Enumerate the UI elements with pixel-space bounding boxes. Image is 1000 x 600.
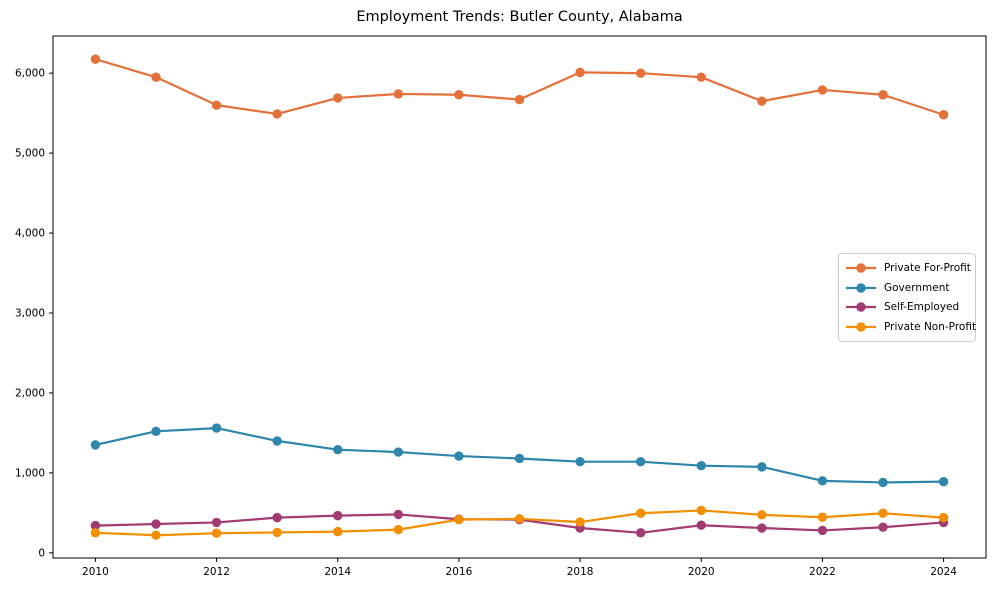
y-tick-label: 2,000: [15, 387, 45, 399]
y-tick-label: 5,000: [15, 148, 45, 160]
x-tick-label: 2010: [82, 566, 109, 578]
series-line-private-for-profit: [94, 58, 945, 116]
legend-item-government: Government: [845, 278, 969, 298]
legend-label: Self-Employed: [884, 301, 960, 314]
data-point-private-for-profit-2011: [151, 72, 161, 82]
data-point-private-non-profit-2015: [393, 524, 404, 535]
data-point-private-for-profit-2020: [696, 72, 706, 82]
data-point-private-non-profit-2023: [878, 508, 888, 518]
data-point-government-2024: [938, 476, 949, 487]
x-tick-label: 2014: [324, 566, 351, 578]
data-point-private-non-profit-2022: [817, 512, 828, 522]
data-point-government-2021: [757, 462, 767, 472]
data-point-self-employed-2011: [151, 519, 161, 529]
data-point-government-2018: [575, 456, 585, 467]
data-point-private-for-profit-2016: [454, 90, 464, 100]
data-point-self-employed-2015: [393, 509, 404, 520]
data-point-self-employed-2020: [696, 520, 706, 530]
data-point-government-2019: [635, 456, 646, 467]
data-point-government-2010: [90, 440, 101, 450]
data-point-private-for-profit-2019: [635, 68, 646, 78]
data-point-private-non-profit-2020: [696, 505, 706, 516]
legend-item-private-non-profit: Private Non-Profit: [845, 317, 976, 337]
x-tick-label: 2020: [688, 566, 715, 578]
data-point-government-2016: [454, 451, 464, 461]
data-point-private-non-profit-2010: [90, 528, 101, 538]
data-point-private-non-profit-2011: [151, 530, 161, 540]
data-point-private-non-profit-2017: [514, 514, 525, 524]
data-point-government-2015: [393, 447, 404, 457]
data-point-government-2013: [272, 436, 282, 446]
legend-marker-icon: [846, 302, 876, 313]
legend-item-self-employed: Self-Employed: [845, 298, 969, 318]
legend-marker-icon: [846, 322, 876, 332]
data-point-self-employed-2010: [90, 520, 101, 531]
data-point-private-non-profit-2021: [757, 510, 767, 520]
legend-label: Private For-Profit: [884, 261, 971, 274]
data-point-private-non-profit-2012: [211, 528, 222, 538]
data-point-private-for-profit-2017: [514, 94, 525, 105]
data-point-self-employed-2023: [878, 522, 888, 532]
data-point-private-for-profit-2015: [393, 89, 404, 99]
data-point-private-for-profit-2012: [211, 100, 222, 110]
data-point-private-for-profit-2010: [90, 54, 101, 64]
data-point-self-employed-2013: [272, 512, 282, 523]
data-point-self-employed-2019: [635, 528, 646, 538]
data-point-private-for-profit-2014: [333, 93, 343, 103]
data-point-private-non-profit-2013: [272, 527, 282, 538]
y-tick-label: 4,000: [15, 228, 45, 240]
y-tick-label: 1,000: [15, 467, 45, 479]
data-point-private-for-profit-2024: [938, 110, 949, 120]
data-point-government-2014: [333, 444, 343, 455]
data-point-government-2022: [817, 476, 828, 486]
x-tick-label: 2022: [809, 566, 836, 578]
data-point-private-non-profit-2018: [575, 517, 585, 527]
data-point-private-for-profit-2023: [878, 90, 888, 100]
data-point-private-non-profit-2019: [635, 508, 646, 518]
data-point-private-non-profit-2016: [454, 514, 464, 525]
x-tick-label: 2024: [930, 566, 957, 578]
plot-border: [52, 35, 987, 559]
chart-title: Employment Trends: Butler County, Alabam…: [356, 9, 683, 25]
data-point-government-2012: [211, 423, 222, 433]
x-tick-label: 2016: [446, 566, 473, 578]
data-point-private-for-profit-2021: [757, 96, 767, 106]
chart-legend: Private For-Profit Government Self-Employe…: [838, 253, 976, 342]
data-point-private-for-profit-2013: [272, 109, 282, 119]
y-tick-label: 0: [38, 547, 45, 559]
data-point-private-for-profit-2018: [575, 67, 585, 78]
legend-label: Private Non-Profit: [884, 321, 977, 334]
y-tick-label: 3,000: [15, 307, 45, 319]
y-tick-label: 6,000: [15, 68, 45, 80]
legend-label: Government: [884, 281, 950, 294]
data-point-private-non-profit-2014: [333, 526, 343, 537]
data-point-government-2020: [696, 460, 706, 471]
data-point-self-employed-2012: [211, 517, 222, 528]
x-tick-label: 2012: [203, 566, 230, 578]
legend-marker-icon: [846, 282, 876, 293]
data-point-self-employed-2014: [333, 510, 343, 521]
data-point-government-2011: [151, 426, 161, 436]
legend-item-private-for-profit: Private For-Profit: [845, 258, 971, 278]
data-point-government-2023: [878, 477, 888, 488]
data-point-private-non-profit-2024: [938, 512, 949, 523]
data-point-private-for-profit-2022: [817, 85, 828, 95]
data-point-government-2017: [514, 453, 525, 464]
x-tick-label: 2018: [567, 566, 594, 578]
data-point-self-employed-2021: [757, 523, 767, 533]
data-point-self-employed-2022: [817, 525, 828, 536]
legend-marker-icon: [846, 263, 876, 273]
